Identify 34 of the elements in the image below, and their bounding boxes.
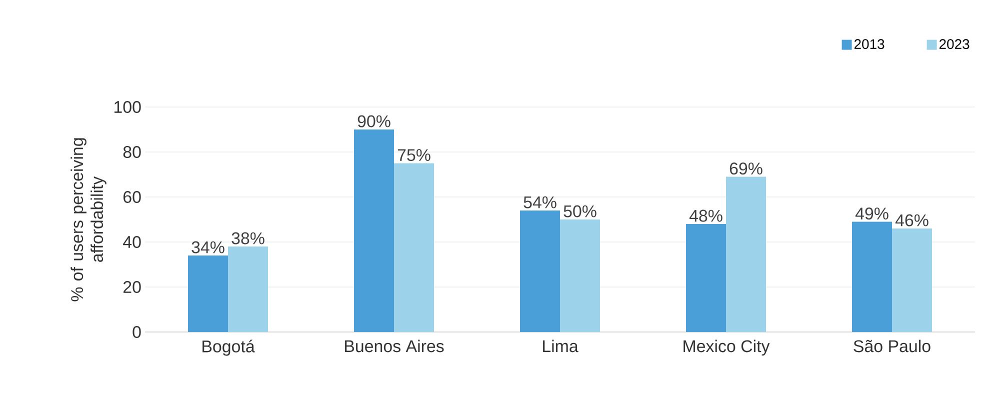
bar: [354, 129, 394, 332]
x-tick-label: Mexico City: [684, 340, 770, 356]
y-tick-label: 60: [124, 191, 141, 203]
legend-label: 2023: [940, 39, 970, 50]
x-tick-label: Bogotá: [202, 340, 255, 356]
x-tick-label: Buenos Aires: [345, 340, 444, 352]
data-label: 54%: [524, 196, 556, 208]
bar: [560, 219, 600, 332]
data-label: 90%: [358, 115, 390, 128]
data-label: 38%: [232, 232, 264, 244]
x-tick-label: São Paulo: [854, 340, 930, 352]
bar: [394, 163, 434, 332]
bar: [726, 176, 766, 332]
bar: [892, 228, 932, 332]
y-axis-title: % of users perceiving affordability: [70, 138, 106, 302]
y-tick-label: 20: [124, 281, 141, 293]
data-label: 49%: [855, 208, 888, 220]
legend-label: 2013: [854, 39, 884, 50]
bar: [228, 246, 268, 332]
data-label: 34%: [192, 241, 224, 254]
bar: [686, 224, 726, 332]
y-tick-label: 80: [123, 146, 141, 158]
data-label: 50%: [564, 205, 596, 218]
bar: [520, 210, 560, 332]
bar: [852, 222, 892, 332]
y-tick-label: 100: [114, 101, 141, 113]
data-label: 48%: [689, 210, 722, 222]
y-tick-label: 40: [123, 236, 141, 248]
bar: [188, 255, 228, 332]
data-label: 69%: [730, 162, 762, 175]
x-tick-label: Lima: [543, 340, 578, 352]
data-label: 46%: [895, 214, 928, 226]
y-tick-label: 0: [132, 326, 141, 338]
data-label: 75%: [398, 149, 430, 162]
